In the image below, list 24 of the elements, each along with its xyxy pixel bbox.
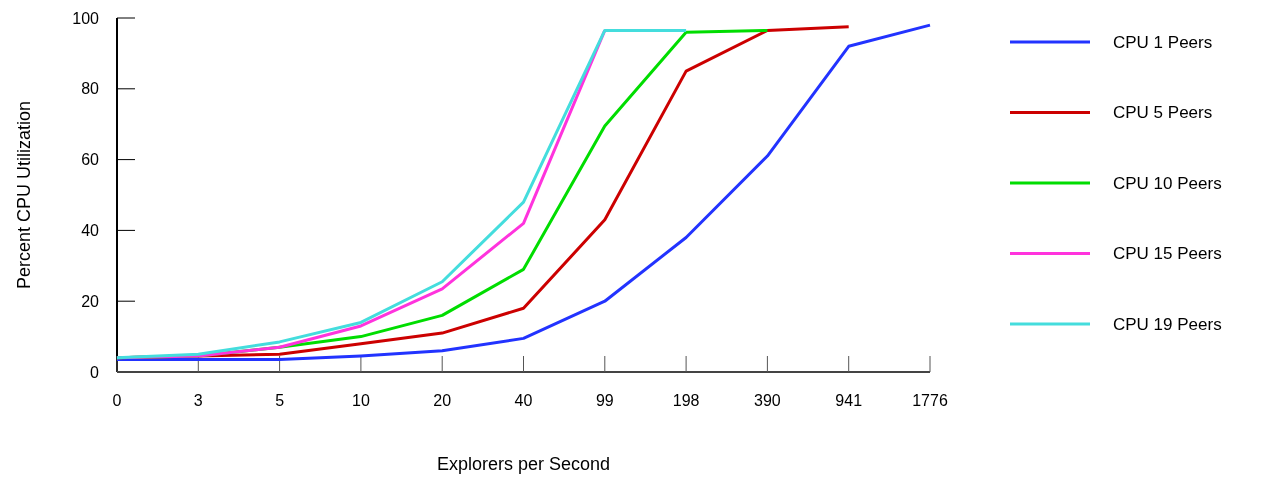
x-tick-label: 99	[595, 392, 614, 409]
x-tick-label: 1776	[912, 392, 948, 409]
legend-label: CPU 5 Peers	[1113, 103, 1213, 123]
y-tick-label: 100	[72, 9, 100, 27]
x-tick-label: 5	[275, 392, 285, 409]
legend-label: CPU 15 Peers	[1113, 244, 1222, 264]
y-tick-label: 0	[90, 363, 100, 381]
y-axis-title: Percent CPU Utilization	[14, 100, 34, 290]
y-tick-label: 20	[81, 292, 100, 310]
x-tick-label: 198	[672, 392, 700, 409]
x-tick-label: 390	[754, 392, 781, 409]
x-tick-label: 20	[433, 392, 452, 409]
legend-label: CPU 1 Peers	[1113, 32, 1213, 52]
legend-label: CPU 19 Peers	[1113, 314, 1222, 334]
legend-label: CPU 10 Peers	[1113, 173, 1222, 193]
x-tick-label: 941	[835, 392, 863, 409]
x-tick-label: 3	[193, 392, 203, 409]
x-tick-label: 10	[352, 392, 370, 409]
x-axis-title: Explorers per Second	[436, 454, 611, 474]
x-tick-label: 0	[112, 392, 122, 409]
y-tick-label: 40	[81, 222, 100, 239]
y-tick-label: 80	[81, 80, 100, 98]
x-tick-label: 40	[514, 392, 533, 409]
y-tick-label: 60	[81, 151, 100, 169]
